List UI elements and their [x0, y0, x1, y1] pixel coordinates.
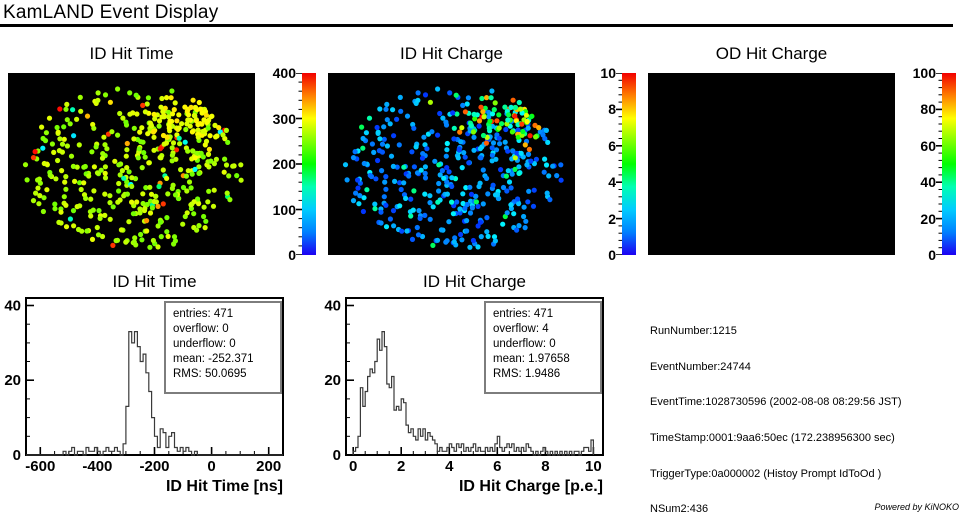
- info-time-stamp: TimeStamp:0001:9aa6:50ec (172.238956300 …: [650, 431, 895, 444]
- colorbar-id-hit-charge: [622, 73, 636, 255]
- x-tick-label: 200: [256, 458, 281, 475]
- colorbar-tick-label: 0: [928, 247, 936, 263]
- histogram-step-line: [352, 331, 594, 456]
- colorbar-tick-label: 10: [600, 65, 616, 81]
- info-event-time: EventTime:1028730596 (2002-08-08 08:29:5…: [650, 396, 902, 409]
- x-tick-label: -200: [139, 458, 169, 475]
- x-tick-label: 2: [397, 458, 405, 475]
- x-tick-label: -400: [82, 458, 112, 475]
- stat-mean: mean: 1.97658: [493, 353, 570, 365]
- stat-rms: RMS: 50.0695: [173, 368, 247, 380]
- y-tick-label: 20: [324, 372, 341, 389]
- histogram-step-line: [26, 331, 283, 456]
- x-tick-label: 6: [493, 458, 501, 475]
- id-hit-time-histogram: -600 -400 -200 0 200 0 20 40 ID Hit Time [ns]: [4, 297, 284, 495]
- panel-title-id-hit-time: ID Hit Time: [89, 44, 174, 63]
- hist-title-id-hit-time: ID Hit Time: [112, 272, 197, 291]
- info-run-number: RunNumber:1215: [650, 324, 737, 337]
- colorbar-tick-label: 200: [272, 156, 296, 172]
- stat-mean: mean: -252.371: [173, 353, 254, 365]
- stat-overflow: overflow: 0: [173, 323, 229, 335]
- x-tick-label: 10: [585, 458, 602, 475]
- id-hit-charge-dots: [342, 86, 564, 250]
- panel-title-od-hit-charge: OD Hit Charge: [715, 44, 828, 63]
- id-hit-charge-histogram: 0 2 4 6 8 10 0 20 40 ID Hit Charge [p.e.]: [324, 297, 604, 495]
- colorbar-tick-label: 100: [272, 201, 296, 218]
- colorbar-od-hit-charge: [942, 73, 956, 255]
- colorbar-tick-label: 400: [272, 65, 296, 81]
- hist-title-id-hit-charge: ID Hit Charge: [423, 272, 526, 291]
- y-tick-label: 0: [333, 447, 341, 464]
- stat-rms: RMS: 1.9486: [493, 368, 561, 380]
- x-tick-label: 4: [445, 458, 454, 475]
- id-hit-charge-event-display: [328, 73, 575, 255]
- colorbar-tick-label: 2: [608, 210, 616, 227]
- stat-overflow: overflow: 4: [493, 323, 549, 335]
- x-tick-label: 0: [349, 458, 357, 475]
- info-nsum2: NSum2:436: [650, 503, 709, 516]
- stat-underflow: underflow: 0: [493, 338, 556, 350]
- y-tick-label: 40: [4, 298, 21, 315]
- stat-entries: entries: 471: [173, 308, 234, 320]
- colorbar-tick-label: 60: [920, 137, 936, 154]
- event-info-block: RunNumber:1215 EventNumber:24744 EventTi…: [650, 302, 902, 520]
- info-event-number: EventNumber:24744: [650, 360, 751, 373]
- stat-underflow: underflow: 0: [173, 338, 236, 350]
- colorbar-tick-label: 0: [288, 247, 296, 263]
- colorbar-tick-label: 80: [920, 101, 936, 118]
- colorbar-tick-label: 40: [920, 174, 936, 191]
- x-tick-label: -600: [25, 458, 55, 475]
- stats-box-id-hit-time: entries: 471 overflow: 0 underflow: 0 me…: [164, 301, 282, 394]
- colorbar-ticks: [616, 73, 622, 255]
- colorbar-tick-label: 300: [272, 110, 296, 127]
- info-trigger-type: TriggerType:0a000002 (Histoy Prompt IdTo…: [650, 467, 882, 480]
- app-title: KamLAND Event Display: [3, 2, 219, 23]
- colorbar-ticks: [936, 73, 942, 255]
- colorbar-tick-label: 100: [912, 65, 936, 81]
- colorbar-tick-label: 20: [920, 210, 936, 227]
- colorbar-tick-label: 0: [608, 247, 616, 263]
- title-underline: [0, 24, 953, 27]
- x-axis-title: ID Hit Time [ns]: [166, 478, 283, 495]
- id-hit-time-dots: [22, 86, 244, 250]
- colorbar-id-hit-time: [302, 73, 316, 255]
- x-tick-label: 0: [207, 458, 215, 475]
- x-axis-title: ID Hit Charge [p.e.]: [459, 478, 603, 495]
- y-tick-label: 0: [13, 447, 21, 464]
- x-tick-label: 8: [541, 458, 549, 475]
- colorbar-tick-label: 6: [608, 137, 616, 154]
- y-tick-label: 40: [324, 298, 341, 315]
- powered-by-label: Powered by KiNOKO: [874, 502, 959, 512]
- panel-title-id-hit-charge: ID Hit Charge: [400, 44, 503, 63]
- od-hit-charge-event-display: [648, 73, 895, 255]
- colorbar-tick-label: 8: [608, 101, 616, 118]
- stat-entries: entries: 471: [493, 308, 554, 320]
- colorbar-tick-label: 4: [608, 174, 616, 191]
- id-hit-time-event-display: [8, 73, 255, 255]
- y-tick-label: 20: [4, 372, 21, 389]
- colorbar-ticks: [296, 73, 302, 255]
- stats-box-id-hit-charge: entries: 471 overflow: 4 underflow: 0 me…: [484, 301, 602, 394]
